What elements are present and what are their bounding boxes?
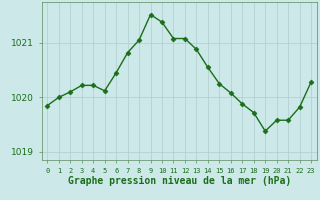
X-axis label: Graphe pression niveau de la mer (hPa): Graphe pression niveau de la mer (hPa)	[68, 176, 291, 186]
